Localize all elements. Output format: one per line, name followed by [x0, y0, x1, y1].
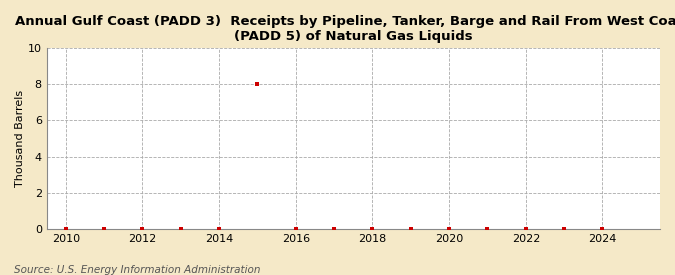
Title: Annual Gulf Coast (PADD 3)  Receipts by Pipeline, Tanker, Barge and Rail From We: Annual Gulf Coast (PADD 3) Receipts by P… [16, 15, 675, 43]
Point [60, 226, 71, 231]
Point [443, 226, 454, 231]
Point [367, 226, 378, 231]
Point [290, 226, 301, 231]
Point [597, 226, 608, 231]
Point [482, 226, 493, 231]
Point [406, 226, 416, 231]
Point [559, 226, 570, 231]
Point [252, 82, 263, 87]
Point [214, 226, 225, 231]
Point [329, 226, 340, 231]
Y-axis label: Thousand Barrels: Thousand Barrels [15, 90, 25, 187]
Point [99, 226, 109, 231]
Point [176, 226, 186, 231]
Point [137, 226, 148, 231]
Point [520, 226, 531, 231]
Text: Source: U.S. Energy Information Administration: Source: U.S. Energy Information Administ… [14, 265, 260, 275]
